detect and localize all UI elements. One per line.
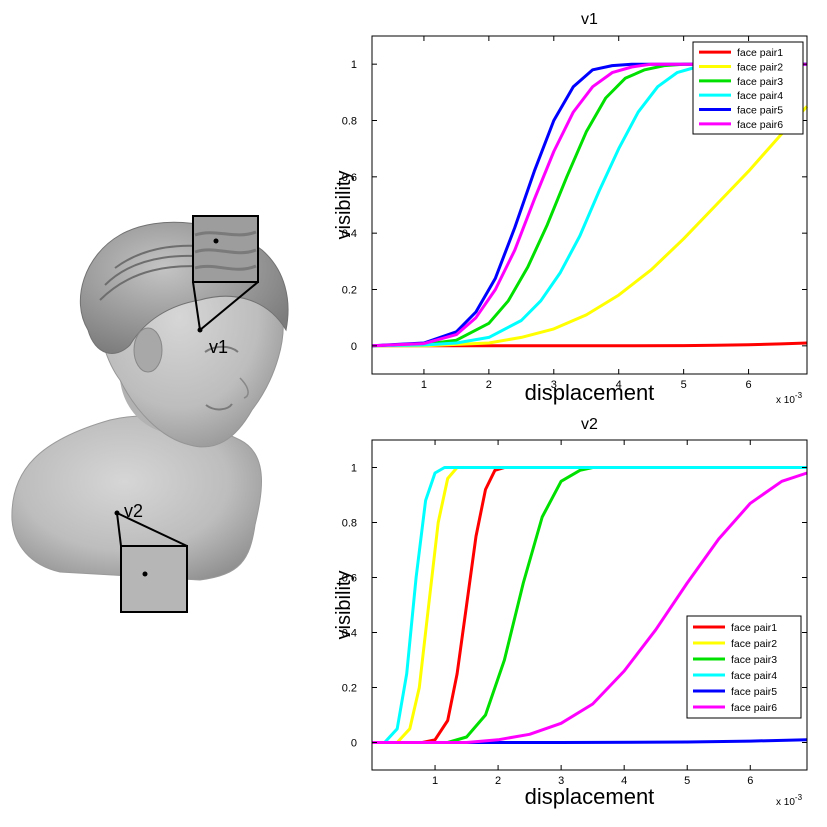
series-line-face-pair3 <box>371 62 807 348</box>
vertex-v2-marker <box>114 510 120 516</box>
series-line-face-pair2 <box>372 105 809 348</box>
y-tick-label: 0.2 <box>342 683 357 695</box>
y-tick-label: 0.2 <box>342 285 357 297</box>
legend-entry: face pair5 <box>731 686 777 698</box>
x-axis-label: displacement <box>525 380 655 405</box>
legend-box <box>692 41 804 135</box>
legend-entry: face pair2 <box>737 62 783 74</box>
series-line-face-pair6 <box>372 471 808 744</box>
legend-entry: face pair1 <box>737 47 783 59</box>
legend-entry: face pair3 <box>731 654 777 666</box>
series-line-face-pair4 <box>372 466 807 744</box>
vertex-v2-label: v2 <box>124 501 143 521</box>
chart-v2: v2 1 2 3 4 5 6 0 0.2 0.4 0.6 0.8 1 displacement visibi… <box>333 416 808 809</box>
x-tick-label: 2 <box>486 379 492 391</box>
y-tick-label: 0 <box>351 738 357 750</box>
y-tick-label: 1 <box>351 463 357 475</box>
x-axis-multiplier: x 10-3 <box>776 793 803 808</box>
legend-entry: face pair3 <box>737 76 783 88</box>
x-tick-label: 3 <box>551 379 557 391</box>
chart-v1: v1 1 2 3 4 5 6 0 0.2 0.4 0.6 0.8 1 displacement visibi… <box>333 11 809 406</box>
x-tick-label: 1 <box>432 775 438 787</box>
series-line-face-pair6 <box>371 62 807 348</box>
x-tick-label: 4 <box>621 775 627 787</box>
legend-box <box>686 615 802 719</box>
y-tick-label: 1 <box>351 59 357 71</box>
legend-entry: face pair4 <box>737 90 783 102</box>
bust-illustration: v1 v2 <box>11 215 289 613</box>
x-tick-label: 4 <box>616 379 622 391</box>
legend-entry: face pair6 <box>731 702 777 714</box>
y-tick-label: 0.8 <box>342 116 357 128</box>
vertex-v1-label: v1 <box>209 337 228 357</box>
y-tick-label: 0.6 <box>342 172 357 184</box>
legend-entry: face pair6 <box>737 119 783 131</box>
legend-entry: face pair2 <box>731 638 777 650</box>
zoom-inset-v2 <box>120 545 188 613</box>
chart-title: v1 <box>581 11 598 28</box>
vertex-v1-marker <box>197 327 203 333</box>
x-tick-label: 1 <box>421 379 427 391</box>
x-axis-label: displacement <box>525 784 655 809</box>
legend-entry: face pair1 <box>731 622 777 634</box>
x-tick-label: 2 <box>495 775 501 787</box>
y-axis-label: visibility <box>333 571 355 640</box>
y-tick-label: 0.8 <box>342 518 357 530</box>
series-line-face-pair1 <box>372 466 807 744</box>
series-line-face-pair3 <box>372 466 807 744</box>
series-line-face-pair5 <box>371 62 807 348</box>
series-line-face-pair5 <box>372 738 808 744</box>
chart-title: v2 <box>581 416 598 433</box>
y-tick-label: 0.4 <box>342 628 357 640</box>
x-tick-label: 6 <box>746 379 752 391</box>
legend: face pair1 face pair2 face pair3 face pair4… <box>686 615 802 719</box>
bust-torso <box>11 415 263 581</box>
legend-entry: face pair5 <box>737 105 783 117</box>
legend-entry: face pair4 <box>731 670 777 682</box>
plot-area-frame <box>371 35 808 375</box>
series-line-face-pair4 <box>371 62 807 348</box>
y-axis-label: visibility <box>333 171 355 240</box>
x-tick-label: 6 <box>747 775 753 787</box>
y-tick-label: 0.6 <box>342 573 357 585</box>
x-tick-label: 5 <box>681 379 687 391</box>
legend: face pair1 face pair2 face pair3 face pair4… <box>692 41 804 135</box>
bust-ear <box>133 327 163 373</box>
plot-area-frame <box>371 439 808 771</box>
x-tick-label: 5 <box>684 775 690 787</box>
x-tick-label: 3 <box>558 775 564 787</box>
y-tick-label: 0.4 <box>342 228 357 240</box>
y-tick-label: 0 <box>351 341 357 353</box>
x-axis-multiplier: x 10-3 <box>776 391 803 406</box>
